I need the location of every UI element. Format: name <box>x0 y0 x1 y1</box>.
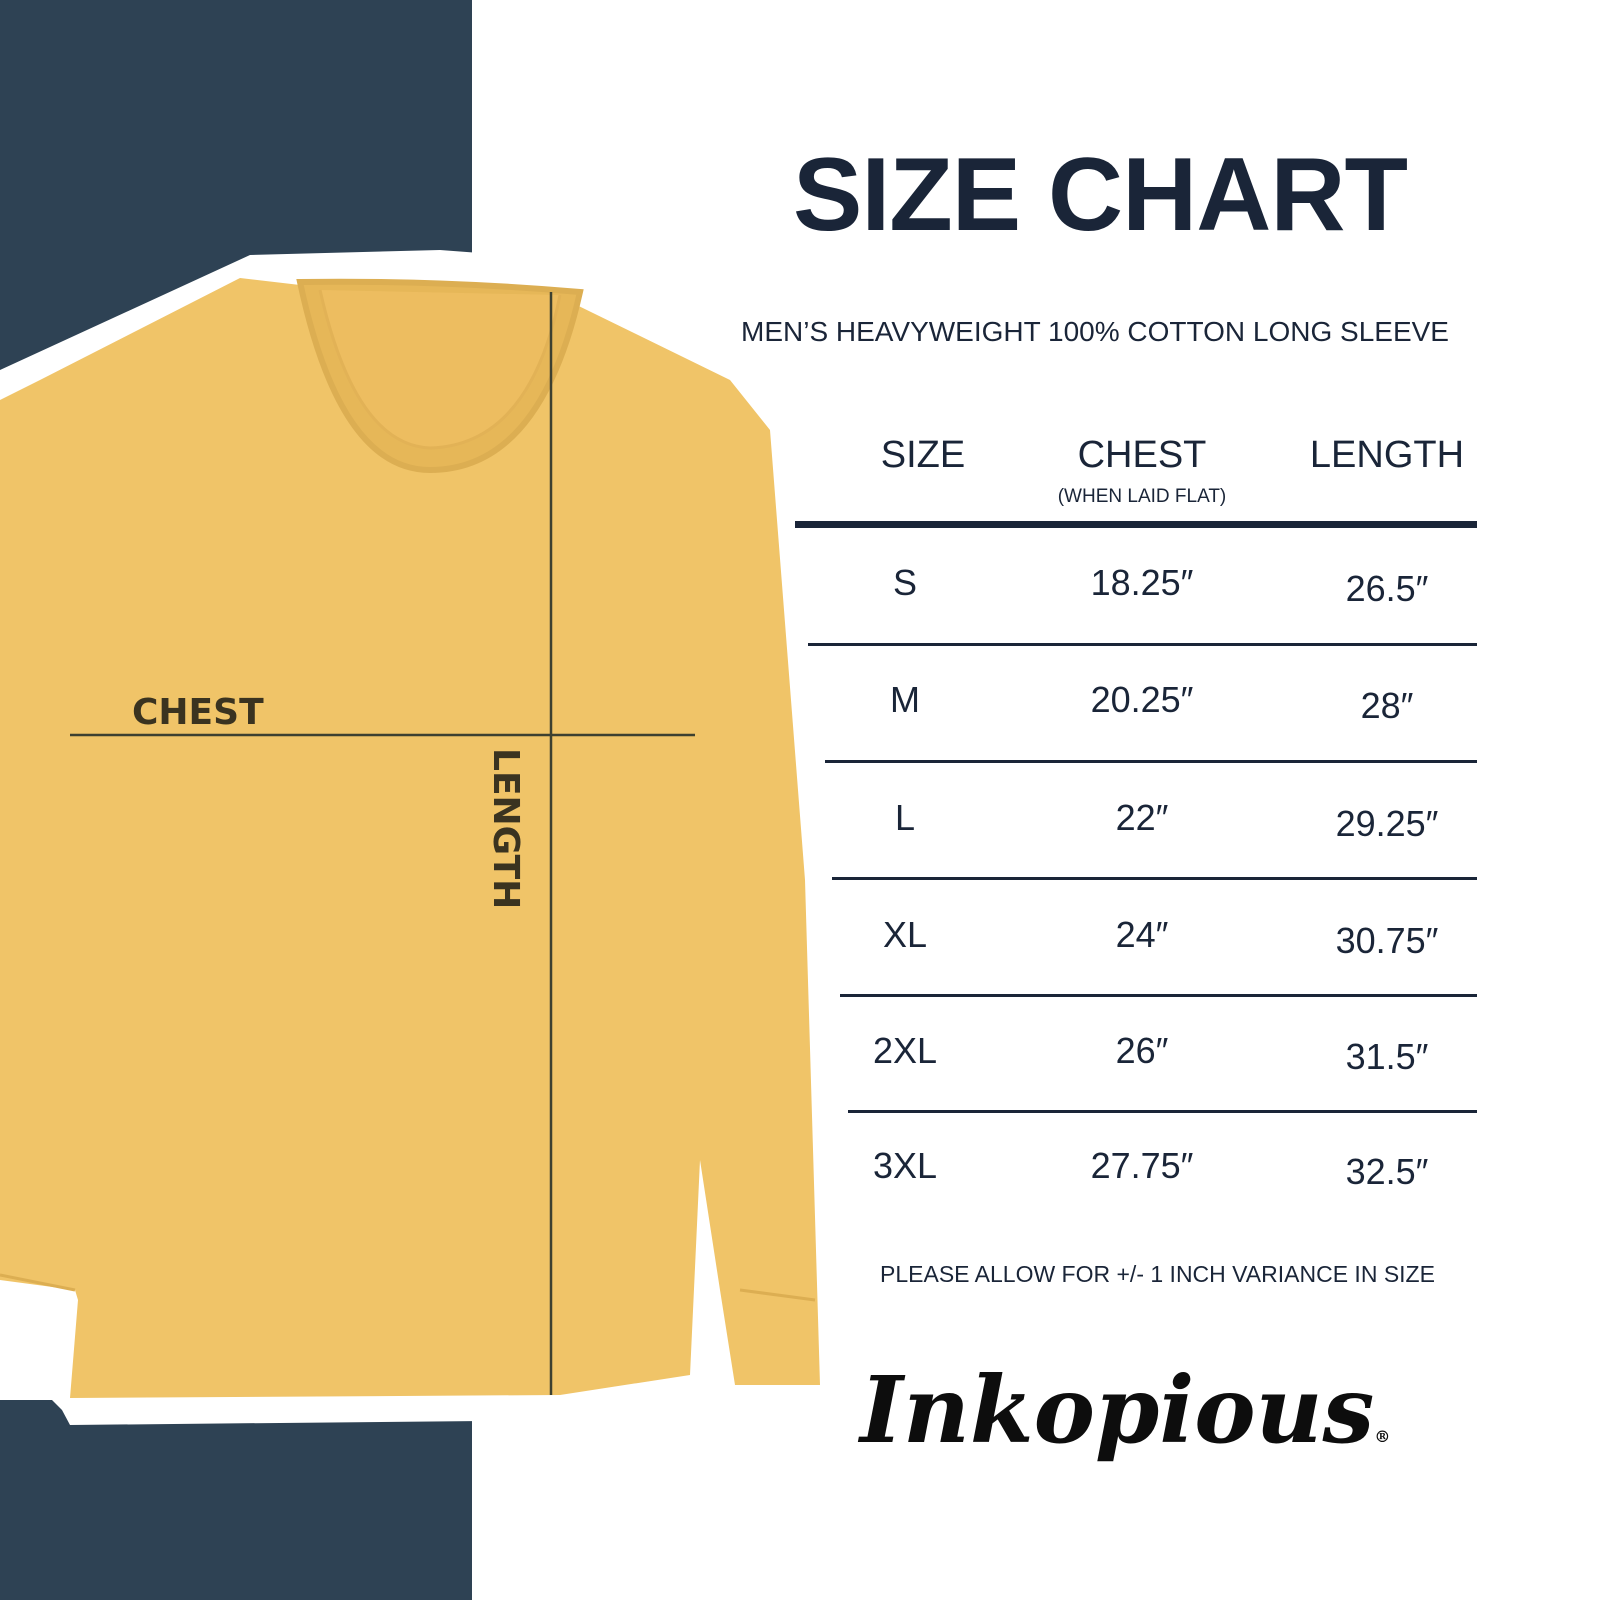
variance-note: PLEASE ALLOW FOR +/- 1 INCH VARIANCE IN … <box>880 1261 1435 1287</box>
table-cell-length: 30.75″ <box>1335 920 1439 961</box>
table-cell-chest: 22″ <box>1115 797 1169 838</box>
header-chest: CHEST <box>1077 434 1207 476</box>
row-divider <box>825 760 1477 763</box>
table-cell-length: 29.25″ <box>1335 803 1439 844</box>
header-chest-note: (WHEN LAID FLAT) <box>1057 486 1227 507</box>
table-cell-chest: 27.75″ <box>1090 1145 1194 1186</box>
table-cell-length: 28″ <box>1360 685 1414 726</box>
table-cell-chest: 20.25″ <box>1090 679 1194 720</box>
row-divider <box>808 643 1477 646</box>
table-cell-size: XL <box>882 914 928 955</box>
brand-logo: Inkopious® <box>860 1356 1391 1464</box>
header-divider <box>795 521 1477 528</box>
chest-label: CHEST <box>132 692 264 733</box>
table-cell-size: L <box>894 797 916 838</box>
table-cell-length: 32.5″ <box>1345 1151 1429 1192</box>
row-divider <box>840 994 1477 997</box>
product-subtitle: MEN’S HEAVYWEIGHT 100% COTTON LONG SLEEV… <box>741 316 1449 347</box>
header-size: SIZE <box>880 434 966 476</box>
table-cell-size: 2XL <box>872 1030 938 1071</box>
table-cell-chest: 24″ <box>1115 914 1169 955</box>
table-cell-size: M <box>890 679 920 720</box>
page-title: SIZE CHART <box>793 137 1408 253</box>
header-length: LENGTH <box>1309 434 1465 476</box>
table-cell-chest: 18.25″ <box>1090 562 1194 603</box>
row-divider <box>848 1110 1477 1113</box>
table-cell-size: 3XL <box>872 1145 938 1186</box>
row-divider <box>832 877 1477 880</box>
table-cell-length: 31.5″ <box>1345 1036 1429 1077</box>
shirt-body <box>0 278 820 1398</box>
length-label: LENGTH <box>485 748 526 910</box>
table-cell-size: S <box>892 562 917 603</box>
table-cell-chest: 26″ <box>1115 1030 1169 1071</box>
table-cell-length: 26.5″ <box>1345 568 1429 609</box>
